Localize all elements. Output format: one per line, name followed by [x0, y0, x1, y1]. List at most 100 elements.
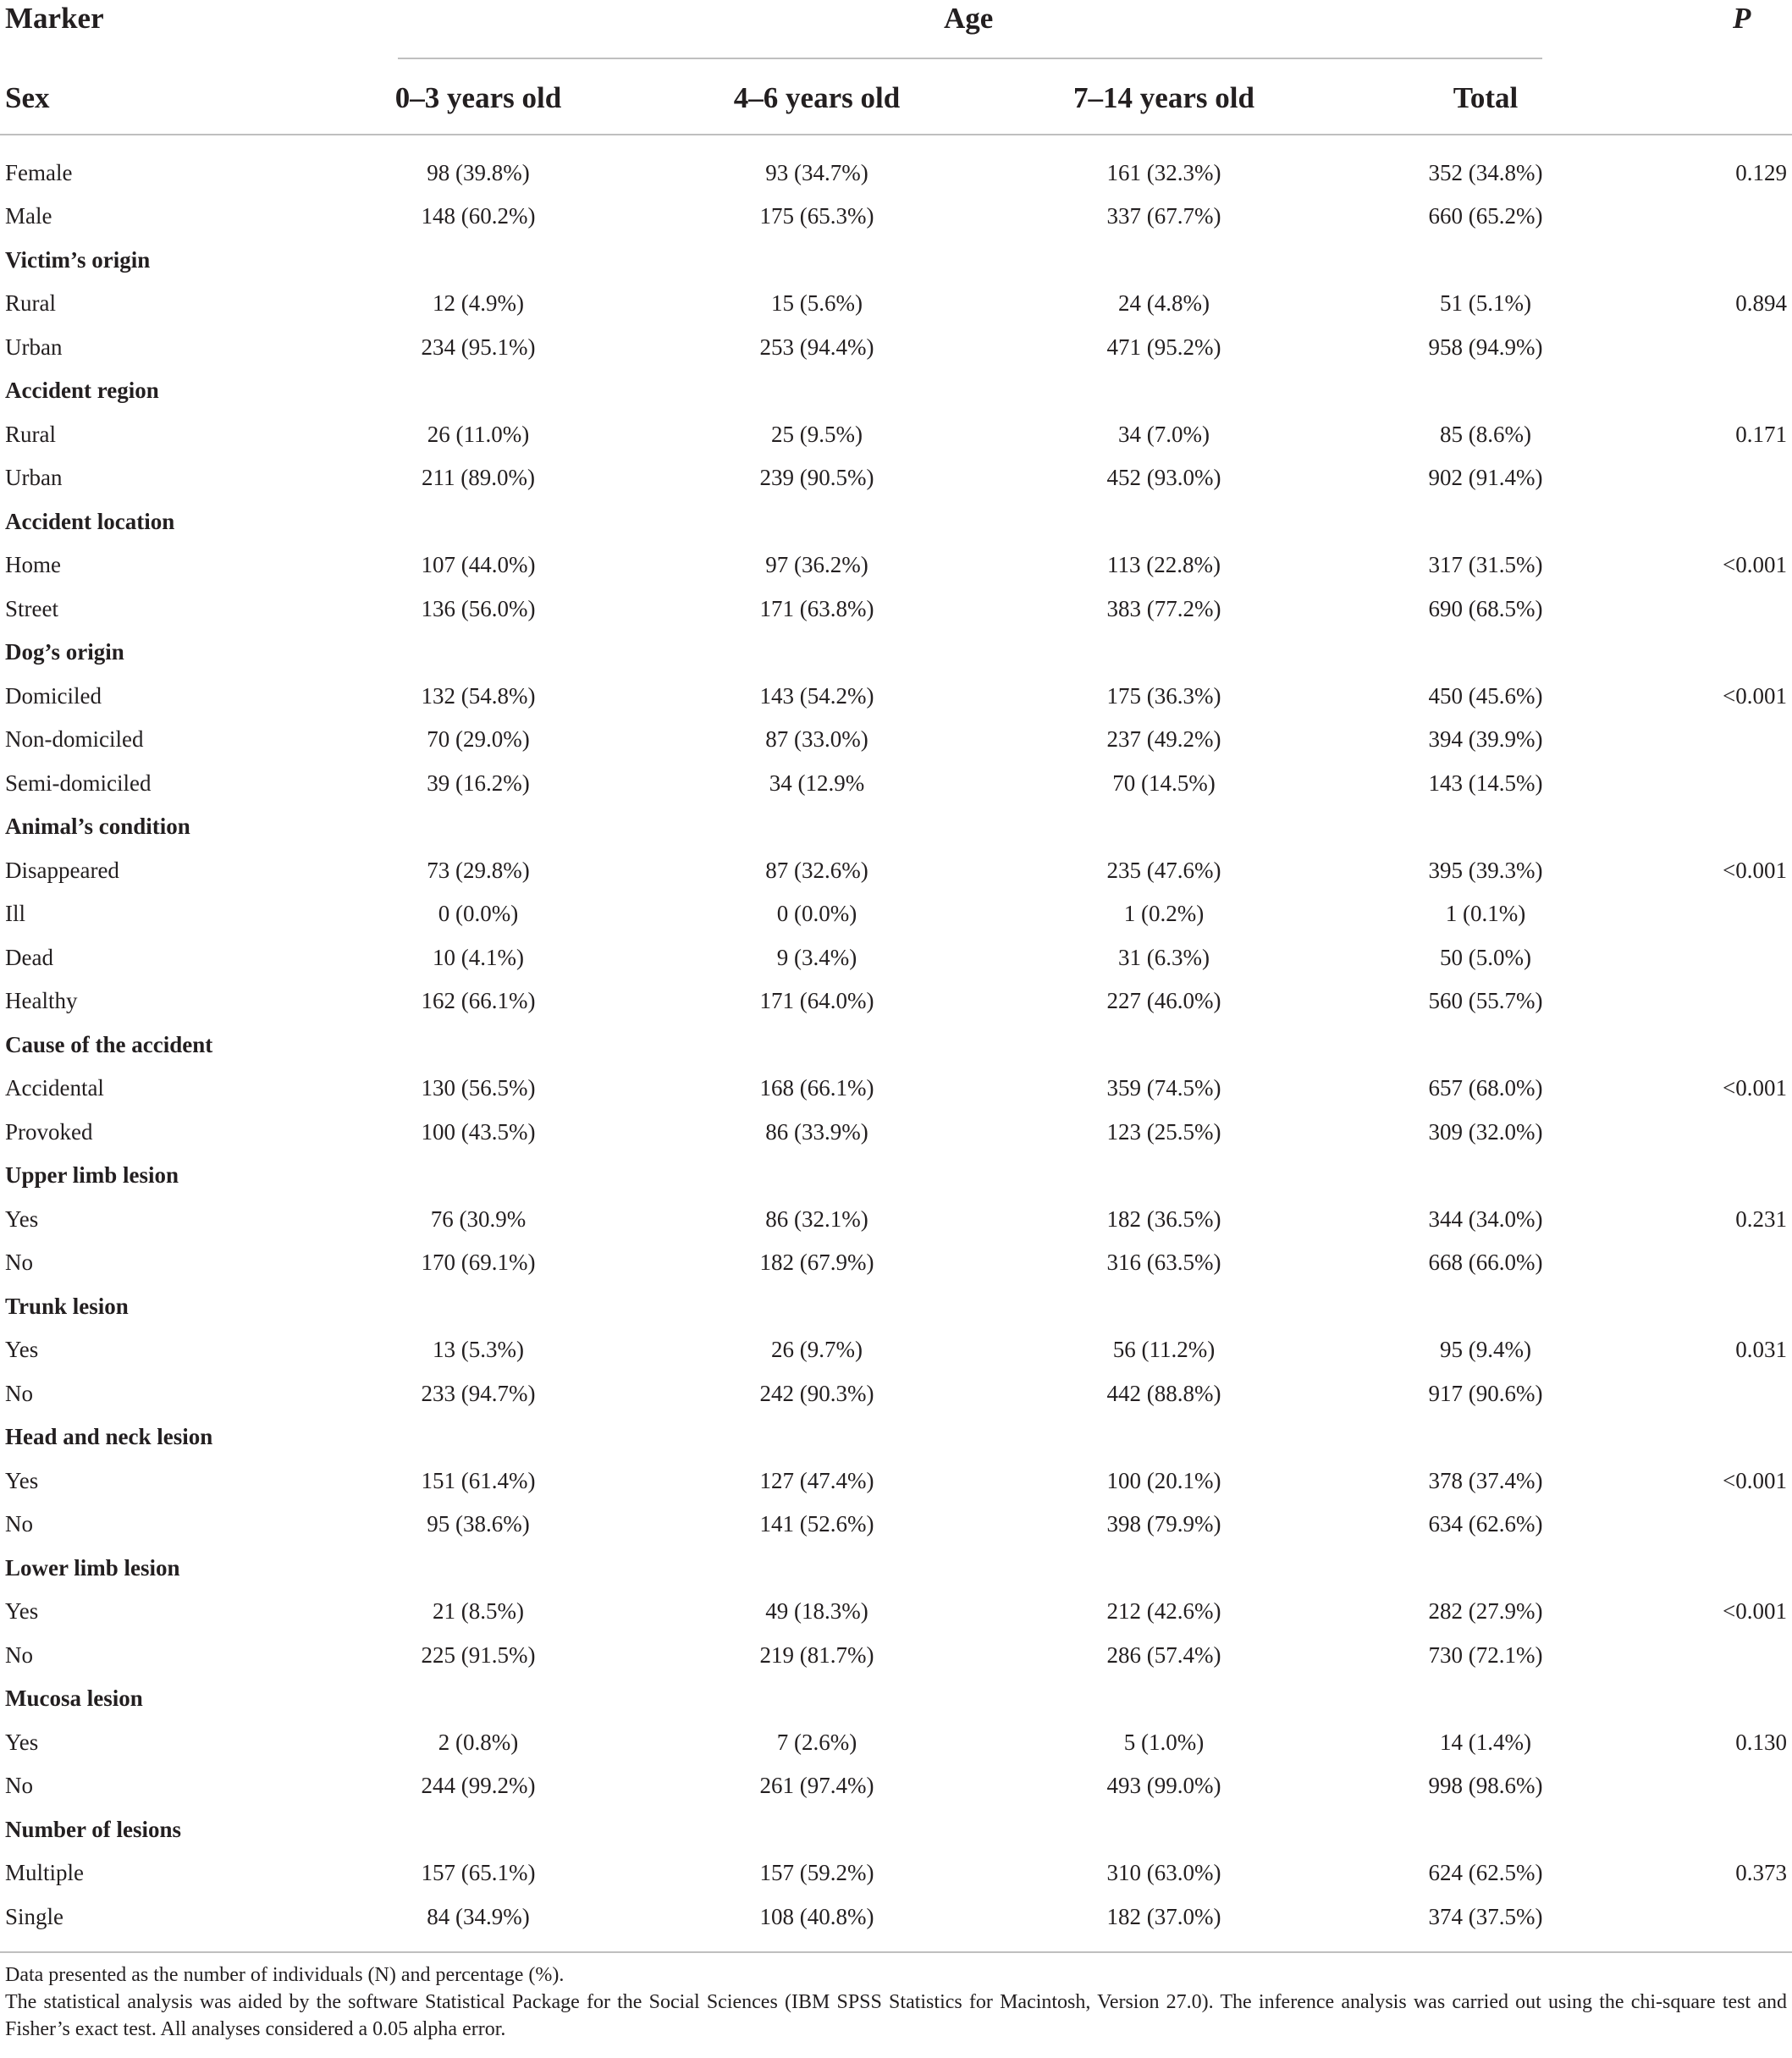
cell-0-3: 26 (11.0%)	[427, 421, 530, 447]
cell-total: 51 (5.1%)	[1440, 290, 1531, 317]
row-label: Disappeared	[5, 857, 119, 883]
row-label: Rural	[5, 421, 56, 447]
cell-total: 560 (55.7%)	[1428, 988, 1543, 1014]
cell-4-6: 9 (3.4%)	[776, 944, 857, 970]
cell-0-3: 10 (4.1%)	[433, 944, 524, 970]
cell-7-14: 100 (20.1%)	[1106, 1467, 1221, 1493]
cell-7-14: 161 (32.3%)	[1106, 159, 1221, 185]
cell-total: 317 (31.5%)	[1428, 552, 1543, 578]
cell-7-14: 383 (77.2%)	[1106, 595, 1221, 621]
group-label: Dog’s origin	[5, 639, 124, 665]
table-row: Multiple 157 (65.1%) 157 (59.2%) 310 (63.0%…	[0, 1851, 1792, 1895]
cell-7-14: 1 (0.2%)	[1123, 901, 1205, 927]
table-body: Female 98 (39.8%) 93 (34.7%) 161 (32.3%) 352…	[0, 151, 1792, 1939]
row-label: Home	[5, 552, 61, 578]
cell-0-3: 70 (29.0%)	[427, 726, 530, 753]
cell-0-3: 107 (44.0%)	[421, 552, 536, 578]
cell-total: 14 (1.4%)	[1440, 1729, 1531, 1755]
cell-0-3: 244 (99.2%)	[421, 1773, 536, 1799]
cell-7-14: 212 (42.6%)	[1106, 1598, 1221, 1625]
row-label: Yes	[5, 1206, 39, 1232]
cell-0-3: 157 (65.1%)	[421, 1860, 536, 1886]
cell-4-6: 108 (40.8%)	[759, 1903, 874, 1929]
cell-4-6: 34 (12.9%	[769, 770, 865, 796]
table-row: Yes 151 (61.4%) 127 (47.4%) 100 (20.1%) 378 …	[0, 1459, 1792, 1503]
cell-0-3: 132 (54.8%)	[421, 682, 536, 709]
header-col-total: Total	[1453, 81, 1519, 114]
cell-7-14: 452 (93.0%)	[1106, 465, 1221, 491]
table-row: Urban 234 (95.1%) 253 (94.4%) 471 (95.2%) 95…	[0, 325, 1792, 369]
table-row: Yes 21 (8.5%) 49 (18.3%) 212 (42.6%) 282 (27…	[0, 1590, 1792, 1634]
cell-0-3: 162 (66.1%)	[421, 988, 536, 1014]
cell-7-14: 123 (25.5%)	[1106, 1118, 1221, 1145]
table-row: Dead 10 (4.1%) 9 (3.4%) 31 (6.3%) 50 (5.0%)	[0, 935, 1792, 979]
table-row: No 170 (69.1%) 182 (67.9%) 316 (63.5%) 668 (…	[0, 1241, 1792, 1285]
table-row: Home 107 (44.0%) 97 (36.2%) 113 (22.8%) 317 …	[0, 543, 1792, 588]
header-sex: Sex	[5, 81, 50, 114]
cell-4-6: 239 (90.5%)	[759, 465, 874, 491]
group-header-row: Lower limb lesion	[0, 1546, 1792, 1590]
table-row: Yes 76 (30.9% 86 (32.1%) 182 (36.5%) 344 (34…	[0, 1197, 1792, 1241]
row-label: Semi-domiciled	[5, 770, 152, 796]
cell-total: 143 (14.5%)	[1428, 770, 1543, 796]
cell-4-6: 182 (67.9%)	[759, 1250, 874, 1276]
cell-0-3: 170 (69.1%)	[421, 1250, 536, 1276]
cell-4-6: 97 (36.2%)	[765, 552, 868, 578]
cell-p-value: 0.171	[1735, 421, 1787, 447]
header-col-7-14: 7–14 years old	[1073, 81, 1254, 114]
row-label: No	[5, 1773, 33, 1799]
table-row: Disappeared 73 (29.8%) 87 (32.6%) 235 (47.6…	[0, 848, 1792, 892]
table-row: Ill 0 (0.0%) 0 (0.0%) 1 (0.2%) 1 (0.1%)	[0, 892, 1792, 936]
header-rule	[0, 134, 1792, 135]
cell-total: 50 (5.0%)	[1440, 944, 1531, 970]
row-label: No	[5, 1380, 33, 1406]
cell-p-value: 0.894	[1735, 290, 1787, 317]
cell-0-3: 151 (61.4%)	[421, 1467, 536, 1493]
cell-7-14: 442 (88.8%)	[1106, 1380, 1221, 1406]
table-row: Single 84 (34.9%) 108 (40.8%) 182 (37.0%) 37…	[0, 1895, 1792, 1939]
cell-total: 344 (34.0%)	[1428, 1206, 1543, 1232]
cell-total: 902 (91.4%)	[1428, 465, 1543, 491]
group-label: Mucosa lesion	[5, 1686, 143, 1712]
cell-p-value: 0.129	[1735, 159, 1787, 185]
cell-total: 95 (9.4%)	[1440, 1337, 1531, 1363]
cell-0-3: 100 (43.5%)	[421, 1118, 536, 1145]
row-label: Healthy	[5, 988, 78, 1014]
row-label: No	[5, 1641, 33, 1668]
cell-7-14: 182 (36.5%)	[1106, 1206, 1221, 1232]
cell-p-value: <0.001	[1723, 1467, 1787, 1493]
cell-7-14: 34 (7.0%)	[1118, 421, 1210, 447]
cell-total: 998 (98.6%)	[1428, 1773, 1543, 1799]
cell-4-6: 93 (34.7%)	[765, 159, 868, 185]
header-col-0-3: 0–3 years old	[394, 81, 562, 114]
cell-p-value: <0.001	[1723, 1598, 1787, 1625]
row-label: Single	[5, 1903, 64, 1929]
group-label: Head and neck lesion	[5, 1424, 213, 1450]
cell-7-14: 175 (36.3%)	[1106, 682, 1221, 709]
row-label: Non-domiciled	[5, 726, 144, 753]
cell-7-14: 310 (63.0%)	[1106, 1860, 1221, 1886]
row-label: Yes	[5, 1337, 39, 1363]
cell-4-6: 26 (9.7%)	[771, 1337, 863, 1363]
footnote-statistical-analysis: The statistical analysis was aided by th…	[5, 1991, 1787, 2040]
cell-4-6: 171 (64.0%)	[759, 988, 874, 1014]
cell-0-3: 76 (30.9%	[430, 1206, 527, 1232]
row-label: Multiple	[5, 1860, 84, 1886]
table-row: Semi-domiciled 39 (16.2%) 34 (12.9% 70 (14.…	[0, 761, 1792, 805]
cell-0-3: 95 (38.6%)	[427, 1511, 530, 1537]
cell-7-14: 31 (6.3%)	[1118, 944, 1210, 970]
cell-p-value: <0.001	[1723, 682, 1787, 709]
cell-4-6: 219 (81.7%)	[759, 1641, 874, 1668]
cell-4-6: 7 (2.6%)	[776, 1729, 857, 1755]
cell-p-value: <0.001	[1723, 857, 1787, 883]
cell-total: 1 (0.1%)	[1445, 901, 1526, 927]
group-header-row: Head and neck lesion	[0, 1415, 1792, 1459]
table-row: Female 98 (39.8%) 93 (34.7%) 161 (32.3%) 352…	[0, 151, 1792, 195]
cell-7-14: 237 (49.2%)	[1106, 726, 1221, 753]
table-row: No 225 (91.5%) 219 (81.7%) 286 (57.4%) 730 (…	[0, 1633, 1792, 1677]
table-row: Yes 2 (0.8%) 7 (2.6%) 5 (1.0%) 14 (1.4%) 0.13…	[0, 1720, 1792, 1764]
cell-7-14: 56 (11.2%)	[1112, 1337, 1216, 1363]
row-label: Yes	[5, 1598, 39, 1625]
cell-7-14: 316 (63.5%)	[1106, 1250, 1221, 1276]
